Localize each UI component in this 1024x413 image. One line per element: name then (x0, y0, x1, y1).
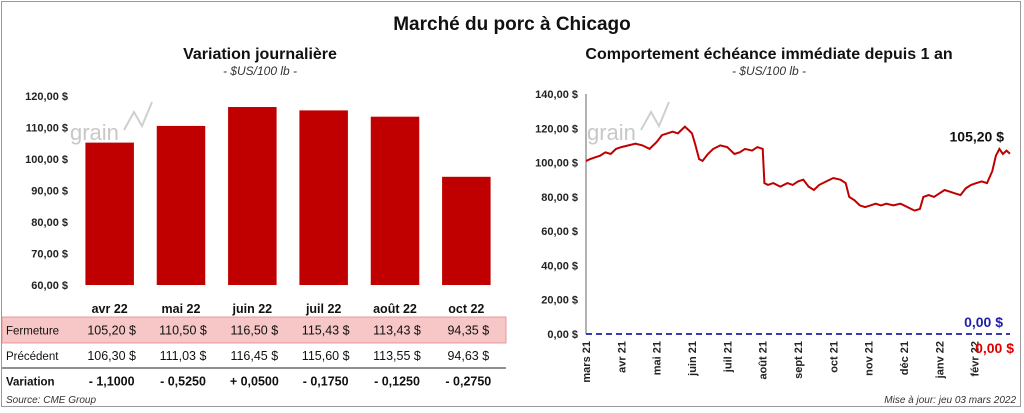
month-label: févr 22 (970, 341, 982, 376)
table-cell: 113,43 $ (373, 324, 421, 338)
month-label: nov 21 (864, 341, 876, 376)
table-row-label: Fermeture (6, 326, 59, 338)
category-label: juil 22 (305, 302, 341, 316)
right-line-plot: 105,20 $ 0,00 $ 0,00 $ (585, 125, 1014, 356)
table-cell: - 0,2750 (445, 375, 491, 389)
last-value-label: 105,20 $ (950, 129, 1005, 145)
category-label: juin 22 (232, 302, 273, 316)
y-tick-label: 120,00 $ (535, 123, 578, 135)
table-row-label: Précédent (6, 351, 59, 363)
watermark-logo-icon (640, 101, 670, 131)
month-label: avr 21 (616, 341, 628, 373)
y-tick-label: 20,00 $ (541, 295, 578, 307)
table-cell: 115,43 $ (302, 324, 350, 338)
chart-frame: Marché du porc à Chicago Variation journ… (1, 1, 1021, 407)
y-tick-label: 120,00 $ (25, 91, 68, 103)
bar (228, 107, 277, 286)
left-chart-title: Variation journalière (183, 46, 337, 63)
watermark-text: grain (70, 120, 119, 145)
table-cell: 94,63 $ (447, 349, 489, 363)
month-label: mai 21 (652, 341, 664, 375)
month-label: août 21 (758, 341, 770, 380)
watermark-right: grain (587, 101, 670, 145)
data-table: Fermeture 105,20 $ 110,50 $ 116,50 $ 115,43 … (1, 316, 507, 389)
left-bars (85, 107, 491, 286)
watermark-left: grain (70, 101, 153, 145)
month-label: oct 21 (828, 341, 840, 373)
watermark-logo-icon (123, 101, 153, 131)
category-label: oct 22 (448, 302, 484, 316)
table-cell: 116,45 $ (230, 349, 278, 363)
bar (299, 110, 348, 285)
y-tick-label: 100,00 $ (25, 154, 68, 166)
y-tick-label: 80,00 $ (541, 192, 578, 204)
zero-label-blue: 0,00 $ (964, 314, 1003, 330)
bar (85, 142, 134, 285)
table-cell: - 0,5250 (160, 375, 206, 389)
table-cell: - 0,1250 (374, 375, 420, 389)
right-y-axis: 0,00 $ 20,00 $ 40,00 $ 60,00 $ 80,00 $ 100,00… (535, 89, 587, 341)
table-cell: 113,55 $ (373, 349, 421, 363)
table-cell: 116,50 $ (230, 324, 278, 338)
watermark-text: grain (587, 120, 636, 145)
month-label: juin 21 (687, 341, 699, 377)
bar (442, 176, 491, 285)
month-label: sept 21 (793, 341, 805, 379)
zero-label-red: 0,00 $ (975, 340, 1014, 356)
main-title: Marché du porc à Chicago (393, 14, 631, 35)
bar (156, 125, 206, 285)
table-cell: 106,30 $ (87, 349, 136, 363)
month-label: déc 21 (899, 341, 911, 375)
y-tick-label: 0,00 $ (547, 329, 578, 341)
left-chart-unit: - $US/100 lb - (223, 64, 297, 78)
right-chart-title: Comportement échéance immédiate depuis 1… (585, 46, 952, 63)
table-cell: 115,60 $ (302, 349, 350, 363)
y-tick-label: 140,00 $ (535, 89, 578, 101)
update-note: Mise à jour: jeu 03 mars 2022 (884, 395, 1016, 406)
right-chart-unit: - $US/100 lb - (732, 64, 806, 78)
category-label: avr 22 (92, 302, 128, 316)
y-tick-label: 80,00 $ (31, 217, 68, 229)
table-cell: 105,20 $ (87, 324, 136, 338)
month-label: janv 22 (934, 341, 946, 379)
right-x-axis-months: mars 21 avr 21 mai 21 juin 21 juil 21 août 21… (581, 341, 982, 383)
y-tick-label: 60,00 $ (31, 280, 68, 292)
left-category-labels: avr 22 mai 22 juin 22 juil 22 août 22 oct 22 (92, 302, 485, 316)
month-label: juil 21 (722, 341, 734, 373)
table-cell: 94,35 $ (447, 324, 489, 338)
category-label: mai 22 (162, 302, 201, 316)
table-cell: 111,03 $ (160, 349, 207, 363)
bar (370, 116, 420, 286)
table-cell: - 1,1000 (89, 375, 135, 389)
chart-canvas: Marché du porc à Chicago Variation journ… (1, 14, 1016, 406)
y-tick-label: 110,00 $ (26, 123, 68, 135)
y-tick-label: 90,00 $ (31, 186, 68, 198)
y-tick-label: 100,00 $ (535, 158, 578, 170)
price-line (585, 125, 1011, 212)
source-note: Source: CME Group (6, 395, 96, 406)
table-cell: + 0,0500 (230, 375, 279, 389)
y-tick-label: 60,00 $ (541, 226, 578, 238)
y-tick-label: 40,00 $ (541, 260, 578, 272)
month-label: mars 21 (581, 341, 593, 383)
table-row-label: Variation (6, 377, 55, 389)
table-cell: - 0,1750 (303, 375, 349, 389)
left-y-axis: 60,00 $ 70,00 $ 80,00 $ 90,00 $ 100,00 $ 110,… (25, 91, 68, 292)
highlight-row-background (1, 316, 507, 344)
table-cell: 110,50 $ (159, 324, 207, 338)
y-tick-label: 70,00 $ (31, 249, 68, 261)
category-label: août 22 (373, 302, 417, 316)
